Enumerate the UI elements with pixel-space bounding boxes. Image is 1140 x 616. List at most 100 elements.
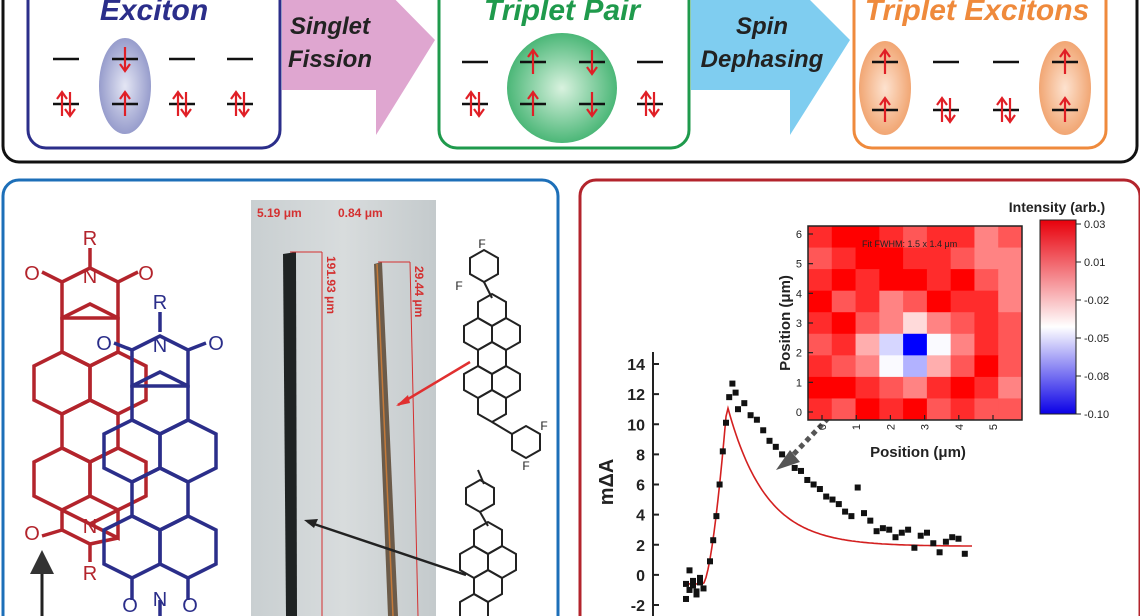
heatmap-cell	[926, 333, 952, 356]
heatmap-cell	[998, 290, 1023, 313]
data-point	[829, 496, 836, 503]
heatmap-xtick-label: 3	[920, 424, 932, 430]
exciton-title: Exciton	[100, 0, 208, 27]
heatmap-cell	[950, 398, 975, 421]
heatmap-ytick-label: 2	[796, 348, 802, 360]
data-point	[936, 549, 943, 556]
spin-dephasing-label-2: Dephasing	[701, 46, 824, 73]
triplet-pair-title: Triplet Pair	[484, 0, 642, 27]
singlet-fission-arrow-shape	[282, 0, 435, 135]
data-point	[697, 579, 703, 586]
data-point	[816, 486, 823, 493]
heatmap-x-ticks: 0 1 2 3 4 5	[817, 415, 1000, 430]
top-panel: Exciton Singlet Fission Triplet Pair Spi…	[1, 0, 1139, 164]
triplet-exciton-highlight-right	[1039, 41, 1091, 135]
blue-n-top: N	[153, 335, 167, 357]
inset-pointer-arrowhead	[776, 450, 800, 470]
heatmap-xlabel: Position (μm)	[870, 444, 966, 461]
heatmap-cell	[974, 269, 999, 292]
triplet-excitons-energy-levels	[872, 48, 1078, 124]
data-point	[873, 528, 880, 535]
crystal-micrograph: 5.19 μm 0.84 μm 191.93 μm 29.44 μm	[251, 200, 436, 616]
heatmap-cell	[998, 247, 1023, 270]
heatmap-cell	[950, 247, 975, 270]
data-point	[879, 525, 886, 532]
data-point	[898, 529, 905, 536]
red-o-top-left: O	[24, 263, 40, 285]
spin-dephasing-label-1: Spin	[736, 13, 788, 40]
heatmap-ytick-label: 5	[796, 259, 802, 271]
triplet-pair-orbital-highlight	[507, 33, 617, 143]
heatmap-cell	[879, 333, 904, 356]
blue-o-top-left: O	[96, 333, 112, 355]
te-homo-3-spin-up-head	[996, 96, 1008, 106]
tp-homo-1-spin-down-head	[473, 108, 485, 118]
tp-lumo-2-spin-head	[527, 48, 539, 58]
fluorine-label-3: F	[540, 419, 547, 433]
singlet-fission-arrow: Singlet Fission	[282, 0, 435, 135]
data-point	[697, 574, 703, 581]
data-point	[710, 537, 717, 544]
triplet-excitons-stage: Triplet Excitons	[852, 0, 1108, 150]
main-ytick-label: 14	[627, 357, 645, 374]
heatmap-cell	[879, 355, 904, 378]
heatmap-cell	[998, 226, 1023, 249]
data-point	[886, 526, 893, 533]
heatmap-cell	[808, 376, 833, 399]
heatmap-cell	[831, 269, 857, 292]
heatmap-cell	[974, 398, 999, 421]
tp-homo-3-spin-head	[586, 108, 598, 118]
main-ytick-label: 2	[636, 538, 645, 555]
heatmap-cell	[903, 269, 928, 292]
red-n-bottom: N	[83, 516, 97, 538]
heatmap-cell	[903, 247, 928, 270]
data-point	[723, 419, 729, 426]
te-homo-4-spin-head	[1059, 96, 1071, 106]
colorbar-tick-label: -0.08	[1084, 371, 1109, 383]
heatmap-cell	[950, 269, 975, 292]
main-plot-y-ticks: 14 12 10 8 6 4 2 0 -2	[627, 357, 659, 615]
data-point	[810, 481, 817, 488]
data-point	[683, 595, 689, 602]
heatmap-xtick-label: 5	[988, 424, 1000, 430]
heatmap-cell	[855, 355, 880, 378]
blue-perylene-diimide	[102, 312, 218, 616]
heatmap-cell	[950, 376, 975, 399]
data-point	[760, 427, 767, 434]
heatmap-cell	[903, 376, 928, 399]
exciton-homo-4-spin-up-head	[230, 90, 242, 100]
heatmap-cell	[998, 355, 1023, 378]
te-homo-2-spin-up-head	[936, 96, 948, 106]
heatmap-xtick-label: 1	[851, 424, 863, 430]
heatmap-cell	[831, 226, 857, 249]
data-point	[823, 493, 830, 500]
data-point	[732, 389, 739, 396]
heatmap-cell	[808, 269, 833, 292]
fluorinated-to-thin-crystal-arrow	[397, 360, 471, 407]
data-point	[719, 448, 726, 455]
heatmap-xtick-label: 2	[885, 424, 897, 430]
heatmap-cell	[855, 398, 880, 421]
data-point	[693, 591, 700, 598]
left-panel: R N O O O N R R N O O O N O	[1, 178, 560, 616]
heatmap-cell	[855, 376, 880, 399]
triplet-pair-energy-levels	[462, 48, 663, 118]
colorbar-tick-label: 0.01	[1084, 257, 1105, 269]
heatmap-cell	[855, 290, 880, 313]
data-point	[753, 416, 760, 423]
colorbar-title: Intensity (arb.)	[1009, 199, 1105, 215]
red-r-bottom: R	[83, 563, 97, 585]
heatmap-cell	[974, 355, 999, 378]
heatmap-ytick-label: 0	[796, 407, 802, 419]
data-point	[700, 585, 707, 592]
heatmap-cell	[808, 247, 833, 270]
crystal-width-label-2: 0.84 μm	[338, 206, 383, 220]
heatmap-cell	[855, 269, 880, 292]
heatmap-cell	[831, 290, 857, 313]
heatmap-cell	[855, 247, 880, 270]
heatmap-cell	[926, 398, 952, 421]
heatmap-cell	[974, 226, 999, 249]
exciton-stage: Exciton	[26, 0, 282, 150]
